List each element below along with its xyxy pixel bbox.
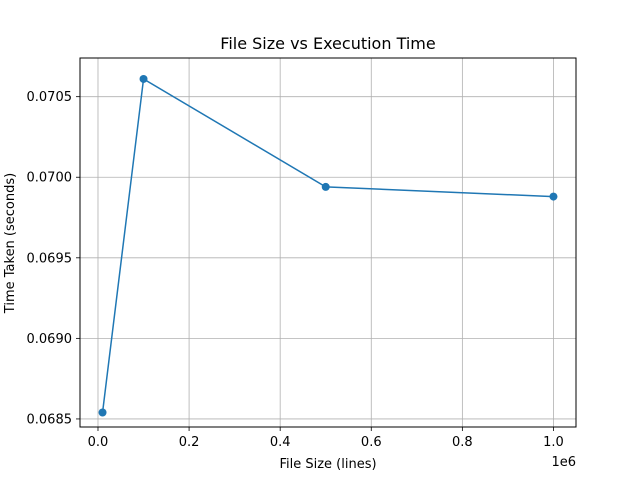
x-tick-label: 0.2 [179, 435, 200, 450]
y-tick-label: 0.0685 [27, 412, 73, 427]
plot-frame [79, 57, 577, 428]
x-tick-label: 0.6 [361, 435, 382, 450]
x-tick-label: 0.0 [88, 435, 109, 450]
chart-title: File Size vs Execution Time [220, 34, 435, 53]
series-layer [98, 74, 558, 417]
x-tick-label: 1.0 [543, 435, 564, 450]
data-point [321, 182, 330, 191]
ticks: 0.0 0.2 0.4 0.6 0.8 1.0 0.0685 0.0690 0.0695 0.07… [27, 90, 564, 450]
y-tick-label: 0.0695 [27, 251, 73, 266]
y-tick-label: 0.0700 [27, 171, 73, 186]
y-tick-label: 0.0690 [27, 332, 73, 347]
x-tick-label: 0.8 [452, 435, 473, 450]
data-point [139, 74, 148, 83]
data-point [549, 192, 558, 201]
y-tick-label: 0.0705 [27, 90, 73, 105]
grid [80, 58, 576, 427]
x-tick-label: 0.4 [270, 435, 291, 450]
x-axis-label: File Size (lines) [279, 457, 376, 472]
y-axis-label: Time Taken (seconds) [3, 173, 18, 314]
data-point [98, 408, 107, 417]
x-axis-offset-label: 1e6 [551, 455, 576, 470]
series-line [101, 77, 554, 413]
